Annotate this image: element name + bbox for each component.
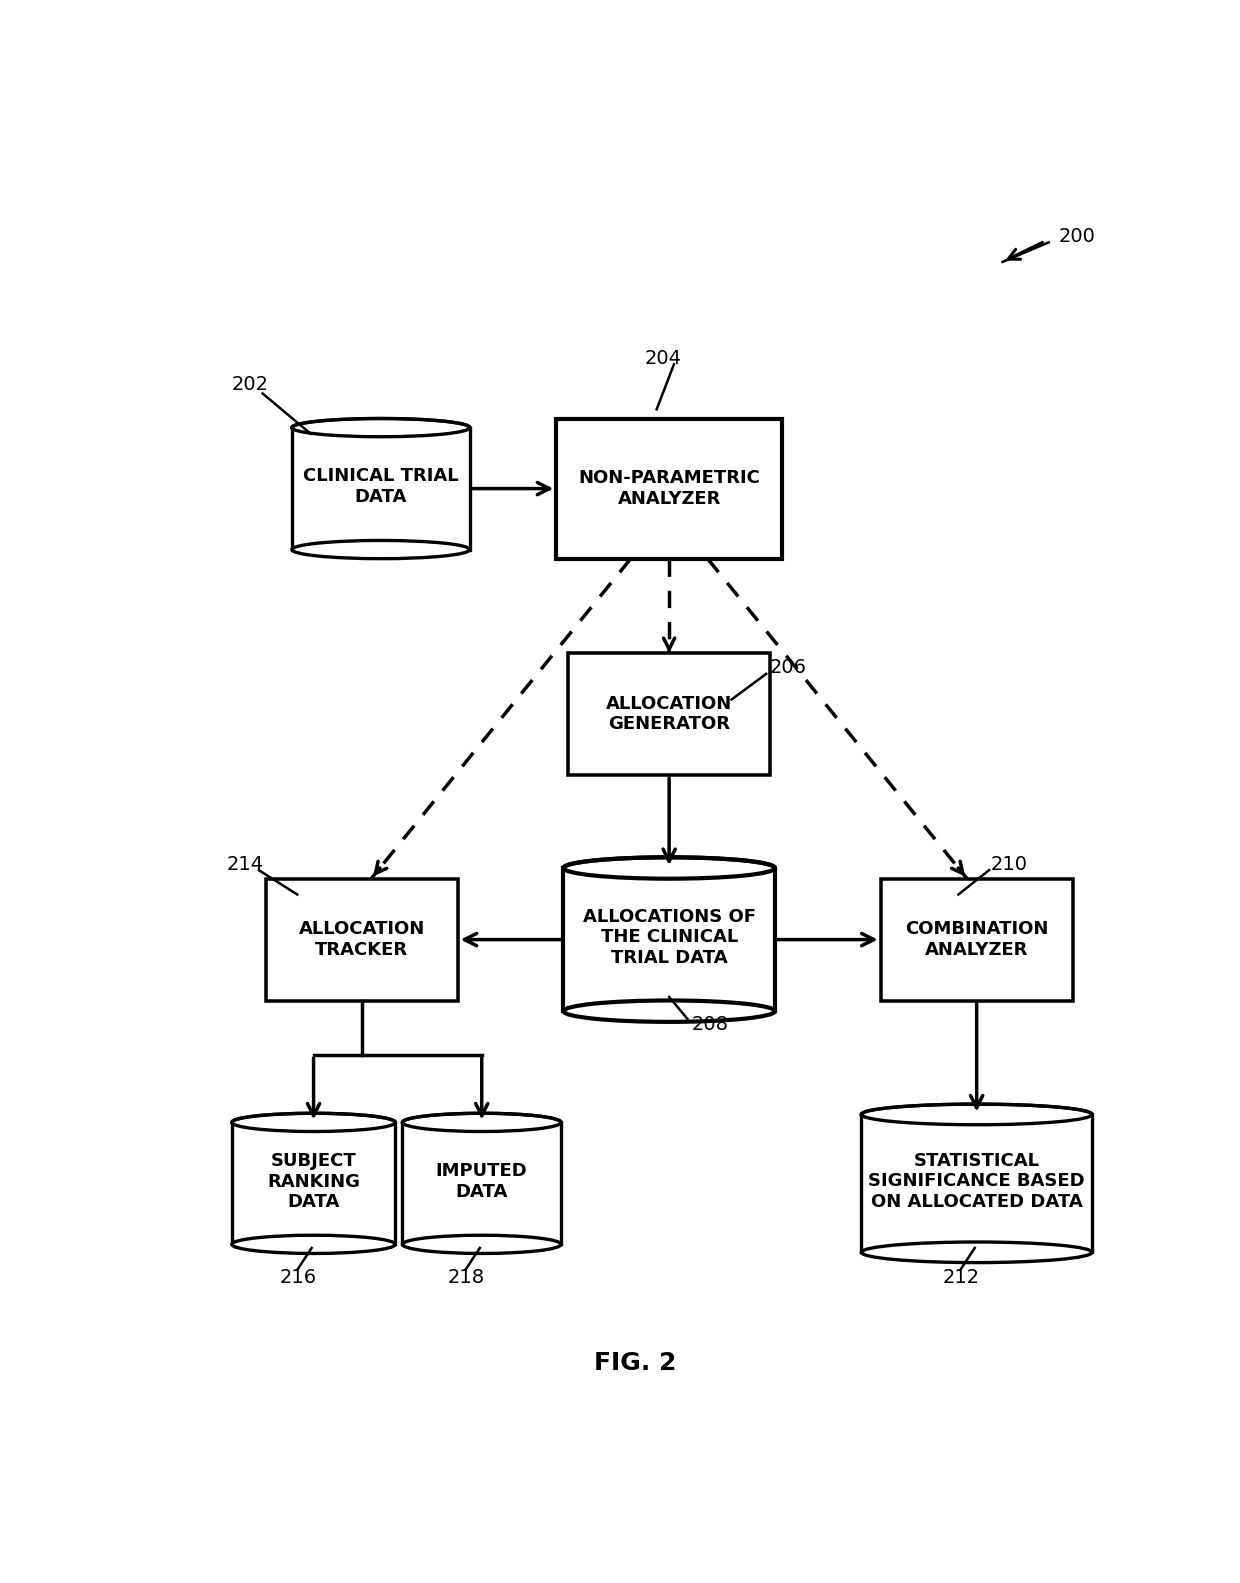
Ellipse shape xyxy=(291,540,470,559)
Ellipse shape xyxy=(232,1235,396,1254)
Ellipse shape xyxy=(403,1113,560,1132)
Ellipse shape xyxy=(862,1243,1092,1263)
Polygon shape xyxy=(403,1122,560,1244)
Ellipse shape xyxy=(291,418,470,437)
Text: 208: 208 xyxy=(691,1015,728,1034)
Text: 200: 200 xyxy=(1058,226,1095,245)
Text: CLINICAL TRIAL
DATA: CLINICAL TRIAL DATA xyxy=(303,467,459,507)
Ellipse shape xyxy=(563,1000,775,1023)
FancyBboxPatch shape xyxy=(265,879,458,1000)
Text: 212: 212 xyxy=(942,1268,980,1287)
Text: NON-PARAMETRIC
ANALYZER: NON-PARAMETRIC ANALYZER xyxy=(578,469,760,508)
Text: 210: 210 xyxy=(991,855,1028,874)
FancyBboxPatch shape xyxy=(880,879,1073,1000)
Text: 218: 218 xyxy=(448,1268,485,1287)
Ellipse shape xyxy=(862,1105,1092,1126)
Ellipse shape xyxy=(403,1235,560,1254)
FancyBboxPatch shape xyxy=(557,418,782,559)
Text: FIG. 2: FIG. 2 xyxy=(594,1350,677,1374)
Text: 202: 202 xyxy=(232,375,269,394)
Text: ALLOCATION
GENERATOR: ALLOCATION GENERATOR xyxy=(606,695,733,733)
Text: IMPUTED
DATA: IMPUTED DATA xyxy=(436,1162,527,1201)
Text: COMBINATION
ANALYZER: COMBINATION ANALYZER xyxy=(905,920,1048,959)
Polygon shape xyxy=(563,867,775,1012)
Ellipse shape xyxy=(232,1113,396,1132)
Text: ALLOCATIONS OF
THE CLINICAL
TRIAL DATA: ALLOCATIONS OF THE CLINICAL TRIAL DATA xyxy=(583,907,755,967)
Text: ALLOCATION
TRACKER: ALLOCATION TRACKER xyxy=(299,920,425,959)
Text: STATISTICAL
SIGNIFICANCE BASED
ON ALLOCATED DATA: STATISTICAL SIGNIFICANCE BASED ON ALLOCA… xyxy=(868,1151,1085,1211)
Text: 204: 204 xyxy=(645,348,682,367)
FancyBboxPatch shape xyxy=(568,654,770,776)
Polygon shape xyxy=(291,427,470,549)
Text: 216: 216 xyxy=(280,1268,317,1287)
Polygon shape xyxy=(862,1114,1092,1252)
Polygon shape xyxy=(232,1122,396,1244)
Text: 214: 214 xyxy=(227,855,264,874)
Ellipse shape xyxy=(563,858,775,879)
Text: SUBJECT
RANKING
DATA: SUBJECT RANKING DATA xyxy=(267,1152,360,1211)
Text: 206: 206 xyxy=(770,659,807,678)
